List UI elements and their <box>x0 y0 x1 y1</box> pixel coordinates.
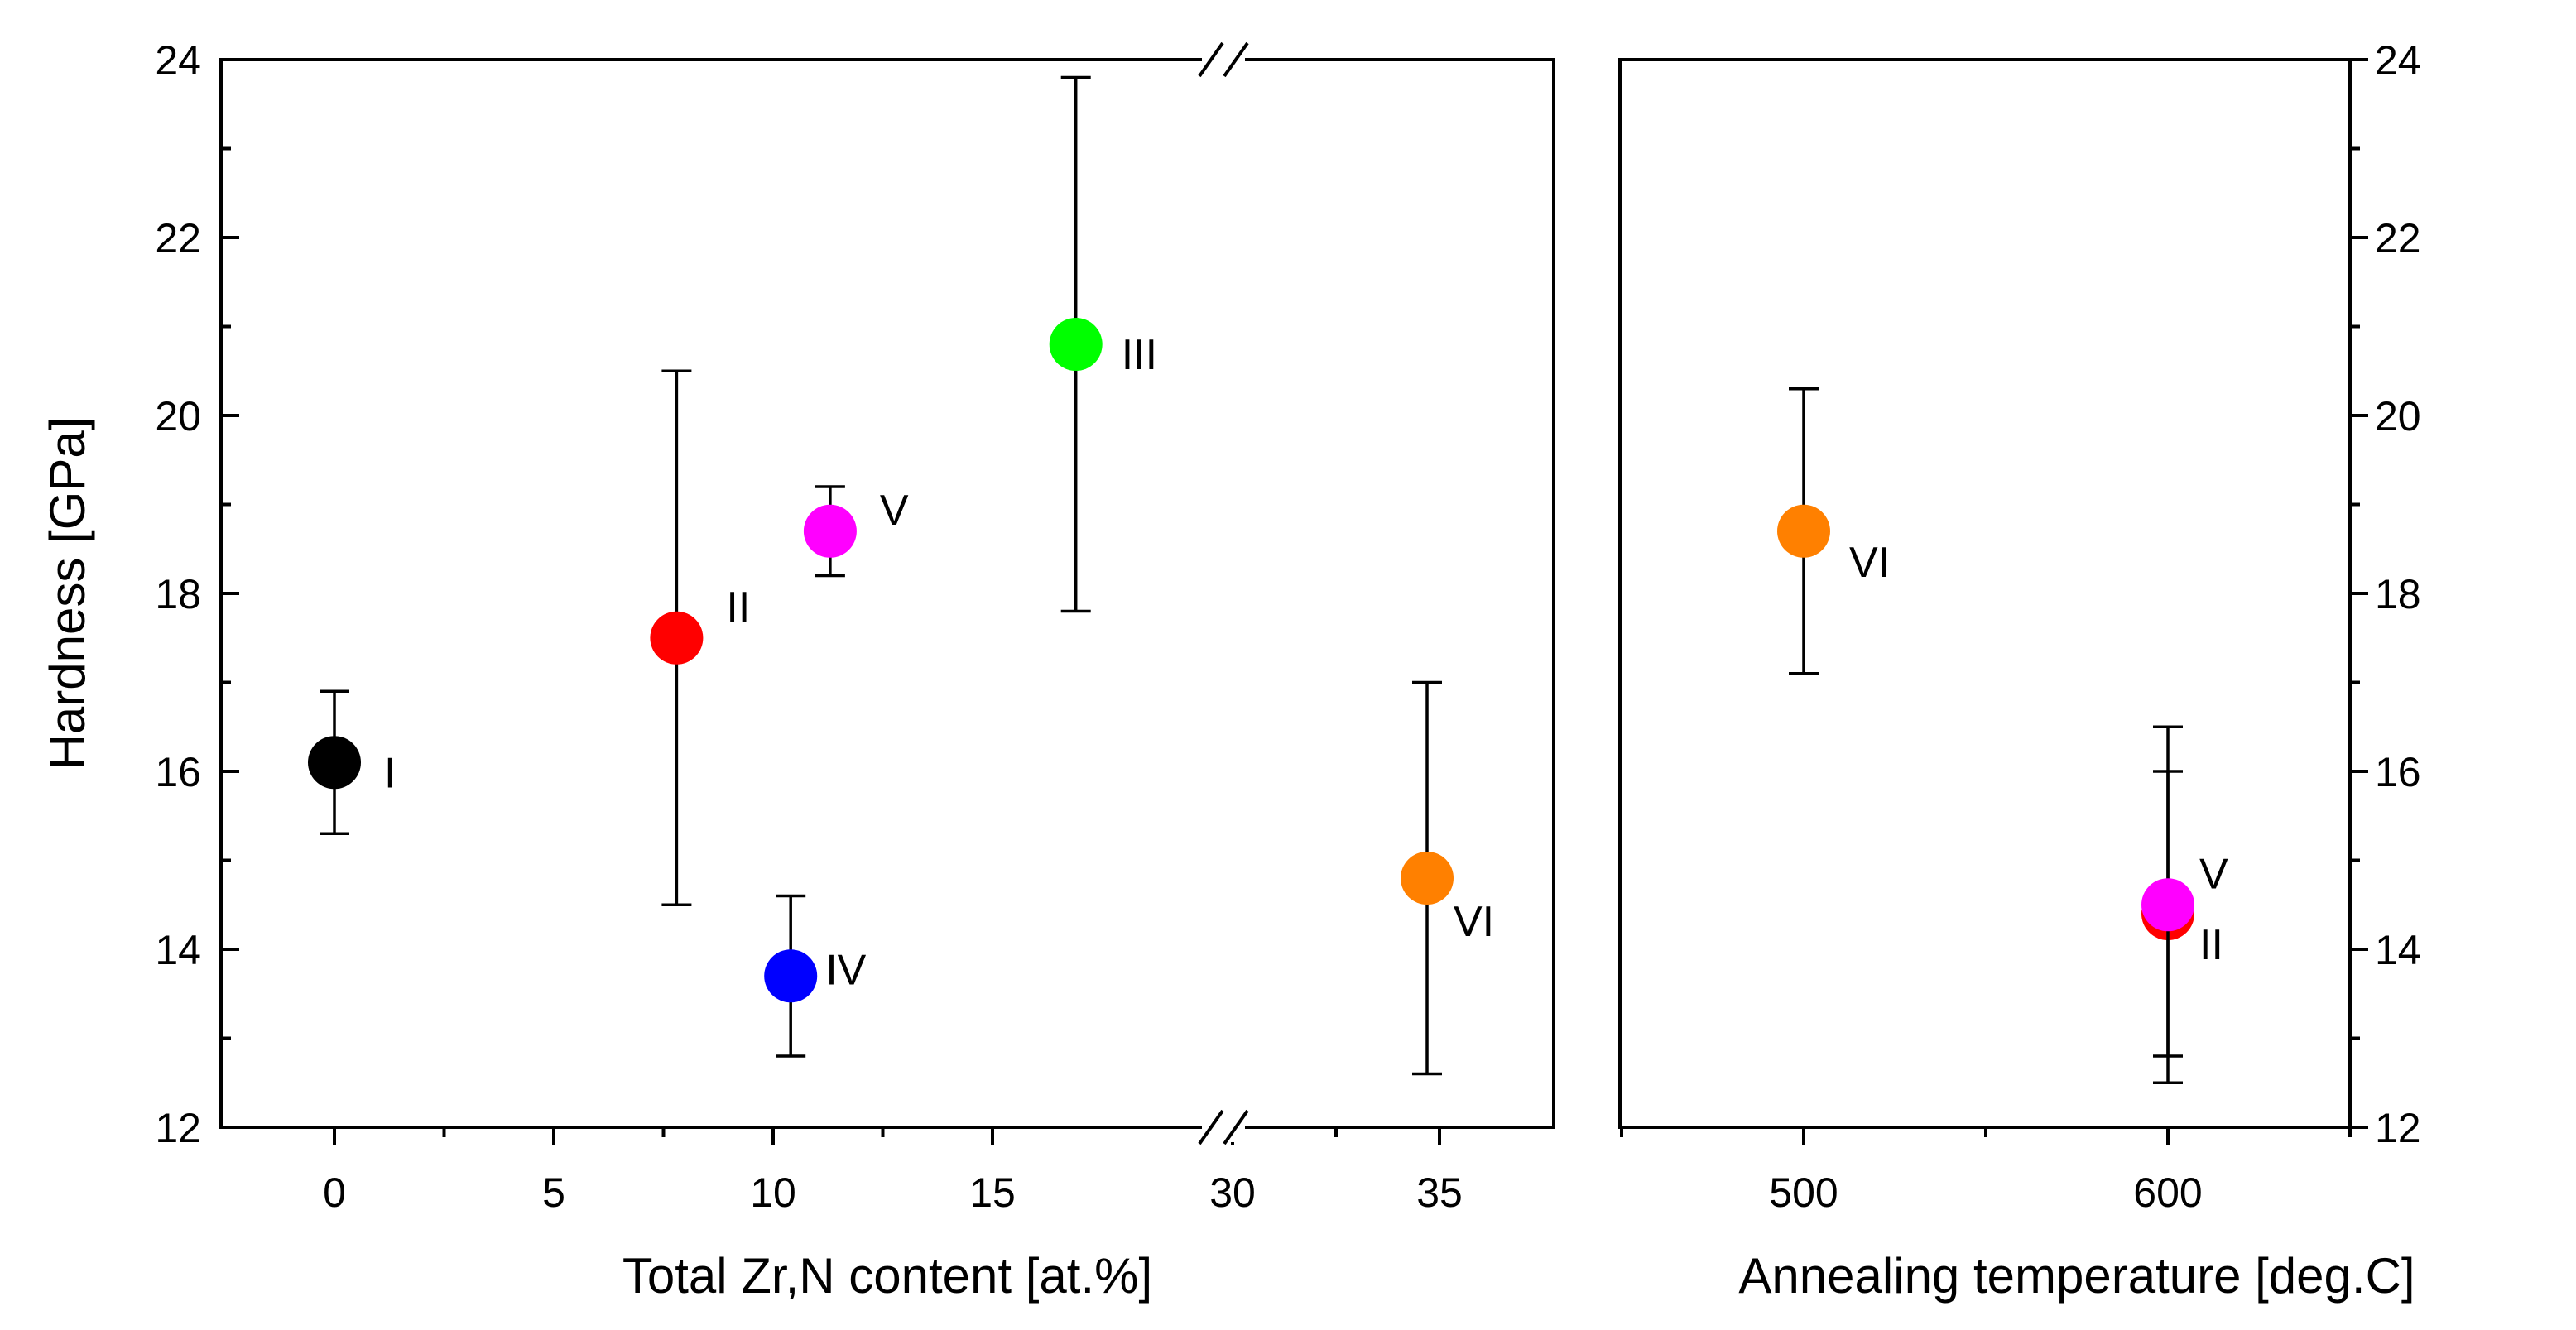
axis-break-marks <box>1198 41 1249 1145</box>
x-tick-label: 600 <box>2133 1169 2202 1216</box>
right-tick-labels: 12 14 16 18 20 22 24 500 600 <box>1769 37 2420 1216</box>
x-tick-label: 35 <box>1416 1169 1463 1216</box>
bottom-break-slash <box>1223 1109 1249 1145</box>
point-label: V <box>2199 850 2228 898</box>
y-tick-label: 20 <box>2375 393 2421 439</box>
marker <box>650 611 704 665</box>
right-plot-frame <box>1618 58 2352 1129</box>
top-break-gap <box>1202 45 1245 74</box>
point-label: VI <box>1849 539 1890 587</box>
x-tick-label: 10 <box>750 1169 796 1216</box>
right-data-points: VI II V <box>1777 387 2228 1084</box>
marker <box>2141 878 2194 932</box>
y-tick-label: 24 <box>155 37 201 84</box>
marker <box>308 736 361 790</box>
right-x-axis-title: Annealing temperature [deg.C] <box>1738 1248 2415 1304</box>
top-break-slash <box>1198 41 1224 78</box>
y-tick-label: 12 <box>155 1105 201 1151</box>
marker <box>1049 318 1103 371</box>
data-point-iv: IV <box>764 894 867 1058</box>
marker <box>1401 852 1454 905</box>
y-tick-label: 14 <box>2375 927 2421 973</box>
left-tick-labels: 12 14 16 18 20 22 24 0 5 10 15 30 35 <box>155 37 1462 1216</box>
right-axis-ticks <box>1620 58 2368 1145</box>
top-break-slash <box>1223 41 1249 78</box>
y-tick-label: 20 <box>155 393 201 439</box>
data-point-ii: II <box>650 369 750 906</box>
data-point-iii: III <box>1049 75 1157 613</box>
point-label: III <box>1122 331 1157 379</box>
point-label: VI <box>1454 898 1494 946</box>
x-tick-label: 30 <box>1209 1169 1256 1216</box>
y-tick-label: 24 <box>2375 37 2421 84</box>
point-label: V <box>880 487 909 535</box>
y-tick-label: 16 <box>2375 749 2421 795</box>
y-tick-label: 12 <box>2375 1105 2421 1151</box>
y-tick-label: 22 <box>2375 215 2421 262</box>
bottom-break-slash <box>1198 1109 1224 1145</box>
y-tick-label: 18 <box>155 571 201 617</box>
data-point-vi: VI <box>1777 387 1890 675</box>
left-panel: 12 14 16 18 20 22 24 0 5 10 15 30 35 III… <box>40 37 1555 1304</box>
marker <box>764 949 818 1003</box>
y-tick-label: 18 <box>2375 571 2421 617</box>
point-label: IV <box>825 946 866 994</box>
point-label: I <box>384 749 396 797</box>
y-axis-title: Hardness [GPa] <box>40 417 95 771</box>
x-tick-label: 500 <box>1769 1169 1838 1216</box>
x-tick-label: 15 <box>969 1169 1016 1216</box>
y-tick-label: 22 <box>155 215 201 262</box>
point-label: II <box>2199 921 2223 969</box>
right-panel: 12 14 16 18 20 22 24 500 600 VI II V Annea… <box>1618 37 2421 1304</box>
bottom-break-gap <box>1202 1112 1245 1142</box>
data-point-v: V <box>803 485 909 578</box>
left-plot-frame <box>219 58 1555 1129</box>
data-point-i: I <box>308 689 396 835</box>
left-axis-ticks <box>221 58 1441 1145</box>
x-tick-label: 5 <box>542 1169 565 1216</box>
marker <box>1777 504 1830 558</box>
y-tick-label: 14 <box>155 927 201 973</box>
data-point-v: V <box>2141 725 2228 1084</box>
x-tick-label: 0 <box>323 1169 346 1216</box>
data-point-vi: VI <box>1401 680 1494 1076</box>
left-x-axis-title: Total Zr,N content [at.%] <box>622 1248 1152 1304</box>
marker <box>803 504 857 558</box>
y-tick-label: 16 <box>155 749 201 795</box>
point-label: II <box>726 583 750 631</box>
